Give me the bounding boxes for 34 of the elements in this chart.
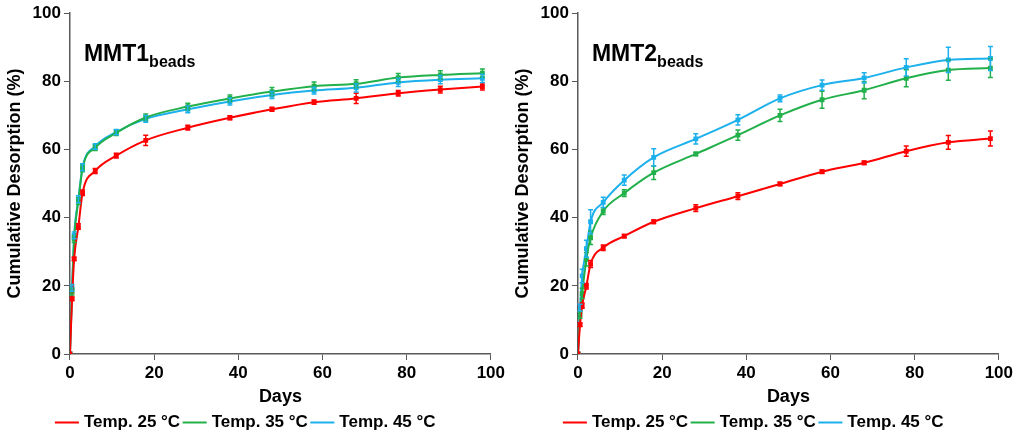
x-axis-title: Days: [766, 386, 810, 407]
y-tick-label: 0: [559, 343, 569, 363]
y-tick-label: 40: [42, 207, 61, 227]
legend-label: Temp. 25 °C: [591, 412, 689, 432]
x-tick-label: 100: [476, 362, 506, 382]
x-tick-label: 20: [652, 362, 672, 382]
x-tick-label: 0: [573, 362, 583, 382]
x-tick-label: 40: [228, 362, 248, 382]
y-tick-label: 100: [32, 2, 61, 22]
y-tick-label: 80: [42, 71, 61, 91]
legend-label: Temp. 35 °C: [211, 412, 308, 432]
y-axis-title: Cumulative Desorption (%): [3, 68, 24, 299]
y-tick-label: 60: [550, 139, 569, 159]
x-tick-label: 80: [397, 362, 417, 382]
x-tick-label: 80: [905, 362, 925, 382]
x-tick-label: 0: [65, 362, 75, 382]
x-tick-label: 100: [984, 362, 1014, 382]
legend-label: Temp. 45 °C: [339, 412, 436, 432]
y-tick-label: 0: [51, 343, 61, 363]
legend-label: Temp. 45 °C: [847, 412, 944, 432]
y-tick-label: 100: [540, 2, 569, 22]
x-tick-label: 40: [736, 362, 756, 382]
y-axis-title: Cumulative Desorption (%): [511, 68, 532, 299]
x-tick-label: 20: [144, 362, 164, 382]
y-tick-label: 60: [42, 139, 61, 159]
x-tick-label: 60: [821, 362, 840, 382]
x-tick-label: 60: [313, 362, 332, 382]
legend-label: Temp. 35 °C: [719, 412, 816, 432]
x-axis-title: Days: [258, 386, 302, 407]
y-tick-label: 80: [550, 71, 569, 91]
y-tick-label: 20: [550, 275, 569, 295]
y-tick-label: 40: [550, 207, 569, 227]
y-tick-label: 20: [42, 275, 61, 295]
legend-label: Temp. 25 °C: [83, 412, 181, 432]
